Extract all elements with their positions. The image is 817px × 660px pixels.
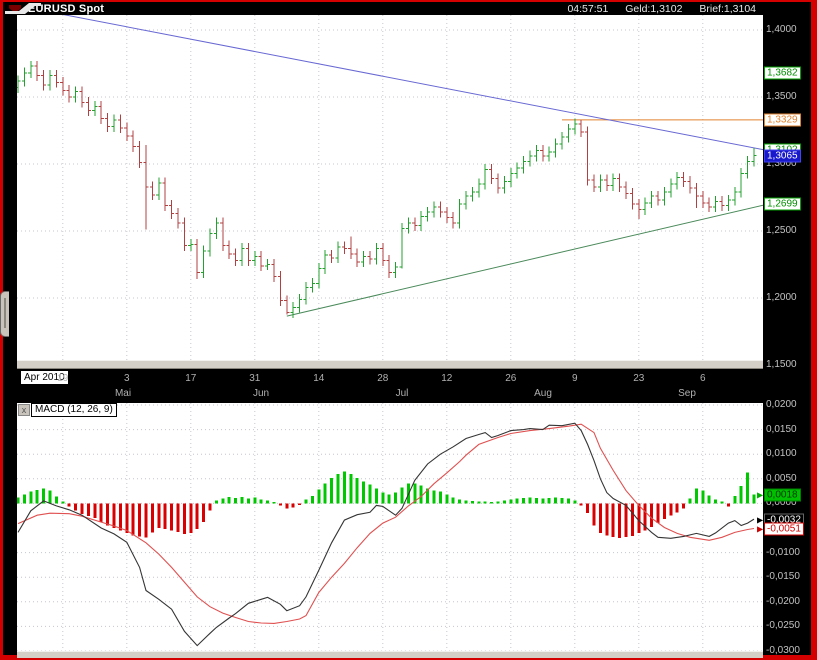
ask-label: Brief:1,3104 — [699, 3, 756, 15]
price-marker-1_2699: 1,2699 — [764, 197, 801, 211]
window-title: EURUSD Spot — [28, 3, 105, 15]
time-axis-day-tick: 17 — [185, 373, 197, 384]
price-axis-tick: 1,3500 — [766, 91, 797, 102]
macd-marker: 0,0018 ▶ — [757, 488, 801, 502]
time-axis-day-tick: 9 — [572, 373, 578, 384]
title-bar[interactable]: EURUSD Spot 04:57:51 Geld:1,3102 Brief:1… — [3, 2, 811, 16]
price-axis-tick: 1,1500 — [766, 359, 797, 370]
price-axis-tick: 1,4000 — [766, 24, 797, 35]
ohlc-bars — [17, 60, 757, 319]
macd-line — [17, 422, 755, 647]
macd-axis-tick: -0,0100 — [766, 546, 800, 558]
time-axis-day-tick: 23 — [633, 373, 645, 384]
macd-axis-tick: 0,0150 — [766, 423, 797, 435]
price-axis-tick: 1,2000 — [766, 292, 797, 303]
macd-panel[interactable] — [17, 403, 763, 651]
price-axis-tick: 1,2500 — [766, 225, 797, 236]
time-axis-day-tick: 3 — [124, 373, 130, 384]
time-axis-day-tick: 12 — [441, 373, 453, 384]
time-axis-day-tick: 14 — [313, 373, 325, 384]
marker-arrow-icon: ▶ — [757, 524, 764, 534]
macd-indicator-label[interactable]: MACD (12, 26, 9) — [31, 403, 117, 417]
macd-close-icon[interactable]: x — [18, 404, 30, 416]
price-marker-1_3682: 1,3682 — [764, 66, 801, 80]
chart-horizontal-scrollbar[interactable] — [17, 360, 763, 369]
time-axis[interactable]: Apr 2010 19 3 17 31 14 28 12 26 9 23 6 Mai Jun Jul Aug… — [17, 369, 763, 403]
chart-window: EURUSD Spot 04:57:51 Geld:1,3102 Brief:1… — [3, 2, 811, 658]
macd-axis-tick: 0,0000 — [766, 497, 797, 509]
time-axis-month-label: Jul — [395, 388, 409, 399]
time-axis-day-tick: 26 — [505, 373, 517, 384]
macd-marker: -0,0051 ▶ — [757, 522, 804, 536]
macd-axis-tick: -0,0300 — [766, 645, 800, 656]
descending-resistance[interactable] — [55, 15, 763, 151]
time-axis-day-tick: 31 — [249, 373, 261, 384]
macd-axis-tick: 0,0200 — [766, 399, 797, 410]
price-marker-1_3065: 1,3065 — [764, 149, 801, 163]
time-axis-day-tick: 19 — [57, 373, 69, 384]
time-axis-month-label: Mai — [114, 388, 132, 399]
time-axis-start-label: Apr 2010 — [21, 371, 68, 384]
price-axis-tick: 1,3000 — [766, 158, 797, 169]
macd-bottom-scrollbar[interactable] — [17, 651, 763, 658]
bid-label: Geld:1,3102 — [625, 3, 683, 15]
macd-axis-tick: 0,0050 — [766, 472, 797, 484]
time-axis-month-label: Aug — [534, 388, 552, 399]
time-axis-day-tick: 28 — [377, 373, 389, 384]
window-menu-icon[interactable] — [9, 5, 21, 13]
macd-axis-tick: -0,0250 — [766, 620, 800, 632]
price-chart-panel[interactable] — [17, 15, 763, 360]
price-marker-1_3329: 1,3329 — [764, 113, 801, 127]
macd-signal-line — [17, 423, 755, 624]
macd-histogram — [17, 471, 756, 538]
quote-strip: 04:57:51 Geld:1,3102 Brief:1,3104 — [553, 3, 756, 15]
time-axis-month-label: Sep — [678, 388, 696, 399]
window-restore-icon[interactable] — [3, 3, 43, 15]
panel-collapse-handle[interactable] — [0, 291, 9, 337]
time-axis-month-label: Jun — [252, 388, 270, 399]
macd-axis-tick: -0,0200 — [766, 595, 800, 607]
macd-axis-tick: -0,0150 — [766, 571, 800, 583]
marker-arrow-icon: ▶ — [757, 515, 764, 525]
macd-canvas[interactable] — [17, 403, 763, 651]
ascending-support[interactable] — [286, 204, 763, 317]
marker-arrow-icon: ▶ — [757, 490, 764, 500]
clock-label: 04:57:51 — [567, 3, 609, 15]
macd-axis-tick: 0,0100 — [766, 448, 797, 460]
price-chart-canvas[interactable] — [17, 15, 763, 360]
time-axis-day-tick: 6 — [700, 373, 706, 384]
